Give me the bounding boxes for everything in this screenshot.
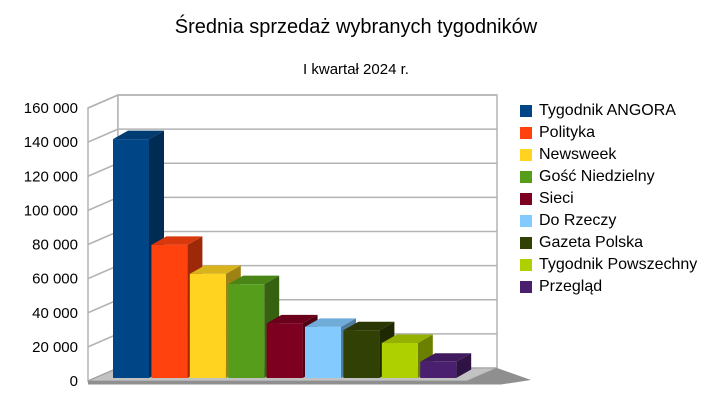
legend-swatch: [520, 171, 532, 183]
bar-top-face: [189, 265, 241, 274]
legend-label: Sieci: [539, 190, 574, 207]
chart-title: Średnia sprzedaż wybranych tygodników: [174, 16, 538, 38]
legend-label: Gazeta Polska: [539, 234, 644, 251]
bar-top-face: [266, 314, 318, 324]
bar-front-face: [266, 323, 303, 378]
legend-swatch: [520, 215, 532, 227]
legend-item-tygodnik-angora: Tygodnik ANGORA: [520, 100, 697, 122]
legend-label: Tygodnik ANGORA: [539, 102, 676, 119]
legend-label: Polityka: [539, 124, 596, 141]
legend-item-gazeta-polska: Gazeta Polska: [520, 232, 697, 254]
legend-label: Przegląd: [539, 278, 603, 295]
bar-front-face: [151, 244, 188, 378]
legend-swatch: [520, 281, 532, 293]
legend-swatch: [520, 127, 532, 139]
legend-item-do-rzeczy: Do Rzeczy: [520, 210, 697, 232]
legend-label: Do Rzeczy: [539, 212, 617, 229]
bar-przeglad: [420, 353, 472, 378]
legend-item-przeglad: Przegląd: [520, 276, 697, 298]
bar-side-face: [456, 353, 472, 378]
bar-top-face: [343, 321, 395, 331]
bar-top-face: [381, 334, 433, 344]
legend: Tygodnik ANGORA Polityka Newsweek Gość Nied…: [520, 100, 697, 298]
bar-top-face: [151, 236, 203, 245]
y-axis-tick-label: 40 000: [32, 305, 78, 322]
y-axis-tick-label: 120 000: [24, 168, 78, 185]
legend-swatch: [520, 193, 532, 205]
legend-item-gosc-niedzielny: Gość Niedzielny: [520, 166, 697, 188]
bar-front-face: [420, 361, 457, 378]
chart-floor-front-edge: [88, 381, 467, 385]
bar-front-face: [228, 284, 265, 378]
chart-floor-right-edge: [467, 368, 531, 385]
legend-item-tygodnik-powszechny: Tygodnik Powszechny: [520, 254, 697, 276]
legend-swatch: [520, 105, 532, 117]
bar-top-face: [305, 318, 356, 327]
legend-swatch: [520, 259, 532, 271]
bar-front-face: [305, 326, 341, 378]
legend-swatch: [520, 237, 532, 249]
bar-front-face: [381, 343, 418, 378]
y-axis-tick-label: 20 000: [32, 339, 78, 356]
bar-front-face: [189, 273, 226, 378]
legend-item-sieci: Sieci: [520, 188, 697, 210]
y-axis-tick-label: 140 000: [24, 134, 78, 151]
chart-subtitle: I kwartał 2024 r.: [303, 61, 409, 78]
legend-label: Gość Niedzielny: [539, 168, 655, 185]
y-axis-tick-label: 160 000: [24, 100, 78, 117]
legend-label: Newsweek: [539, 146, 617, 163]
y-axis-tick-label: 100 000: [24, 202, 78, 219]
bar-top-face: [228, 275, 280, 285]
bar-front-face: [343, 330, 380, 378]
legend-swatch: [520, 149, 532, 161]
legend-item-newsweek: Newsweek: [520, 144, 697, 166]
legend-item-polityka: Polityka: [520, 122, 697, 144]
gridline-left-wall: [87, 94, 119, 109]
bar-top-face: [113, 130, 164, 140]
legend-label: Tygodnik Powszechny: [539, 256, 698, 273]
y-axis-tick-label: 0: [70, 373, 78, 390]
bar-top-face: [420, 353, 472, 362]
y-axis-tick-label: 80 000: [32, 237, 78, 254]
bar-front-face: [113, 139, 149, 378]
gridline-left-wall: [87, 128, 119, 143]
y-axis-tick-label: 60 000: [32, 271, 78, 288]
